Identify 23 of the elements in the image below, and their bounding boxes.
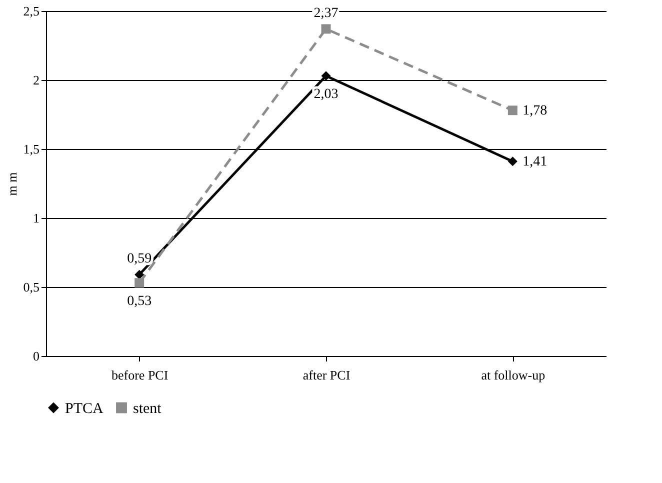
data-label: 1,78 [522, 103, 548, 118]
y-axis-title: m m [4, 172, 20, 196]
point [508, 106, 518, 116]
y-tick-label: 2,5 [23, 4, 40, 18]
point [321, 24, 331, 34]
y-tick-label: 2 [33, 72, 40, 88]
point [134, 278, 144, 288]
y-tick-label: 0,5 [23, 280, 40, 294]
data-label: 1,41 [522, 154, 548, 170]
y-tick-label: 1 [33, 210, 40, 226]
data-label: 2,03 [314, 86, 338, 102]
legend-label: stent [133, 400, 162, 417]
legend-label: PTCA [65, 400, 104, 417]
point [134, 270, 144, 280]
x-tick-label: before PCI [111, 368, 168, 382]
data-label: 0,53 [127, 294, 152, 309]
y-tick-label: 0 [33, 348, 40, 364]
x-tick-label: after PCI [302, 368, 350, 382]
point [508, 156, 518, 166]
data-label: 0,59 [127, 252, 152, 267]
point [321, 71, 331, 81]
y-tick-label: 1,5 [23, 142, 40, 156]
x-tick-label: at follow-up [481, 368, 546, 382]
